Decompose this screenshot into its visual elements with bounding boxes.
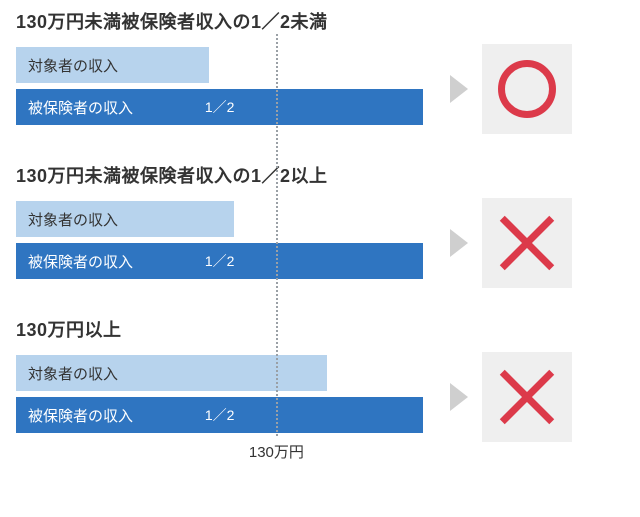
- insured-income-bar: 被保険者の収入 1／2: [16, 397, 423, 433]
- scenario-title: 130万円未満被保険者収入の1／2以上: [16, 162, 624, 188]
- target-income-label: 対象者の収入: [28, 209, 118, 230]
- arrow-icon: [450, 383, 468, 411]
- scenario-title: 130万円以上: [16, 316, 624, 342]
- scenario-section: 130万円未満被保険者収入の1／2未満対象者の収入被保険者の収入 1／2: [16, 8, 624, 134]
- bars-container: 対象者の収入被保険者の収入 1／2: [16, 47, 436, 131]
- result-cross-icon: [499, 369, 555, 425]
- target-income-label: 対象者の収入: [28, 55, 118, 76]
- scenario-title: 130万円未満被保険者収入の1／2未満: [16, 8, 624, 34]
- insured-income-label: 被保険者の収入: [28, 97, 133, 118]
- half-marker-label: 1／2: [205, 97, 235, 117]
- insured-income-bar: 被保険者の収入 1／2: [16, 89, 423, 125]
- scenario-section: 130万円以上対象者の収入被保険者の収入 1／2: [16, 316, 624, 442]
- half-marker-label: 1／2: [205, 405, 235, 425]
- arrow-icon: [450, 75, 468, 103]
- target-income-bar: 対象者の収入: [16, 201, 234, 237]
- result-cross-icon: [499, 215, 555, 271]
- bars-container: 対象者の収入被保険者の収入 1／2: [16, 355, 436, 439]
- result-box: [482, 44, 572, 134]
- insured-income-label: 被保険者の収入: [28, 405, 133, 426]
- insured-income-bar: 被保険者の収入 1／2: [16, 243, 423, 279]
- scenario-section: 130万円未満被保険者収入の1／2以上対象者の収入被保険者の収入 1／2: [16, 162, 624, 288]
- arrow-icon: [450, 229, 468, 257]
- threshold-line: [276, 34, 278, 436]
- target-income-bar: 対象者の収入: [16, 355, 327, 391]
- result-circle-icon: [498, 60, 556, 118]
- result-box: [482, 352, 572, 442]
- target-income-label: 対象者の収入: [28, 363, 118, 384]
- threshold-label: 130万円: [249, 441, 304, 462]
- result-box: [482, 198, 572, 288]
- target-income-bar: 対象者の収入: [16, 47, 209, 83]
- bars-container: 対象者の収入被保険者の収入 1／2: [16, 201, 436, 285]
- insured-income-label: 被保険者の収入: [28, 251, 133, 272]
- half-marker-label: 1／2: [205, 251, 235, 271]
